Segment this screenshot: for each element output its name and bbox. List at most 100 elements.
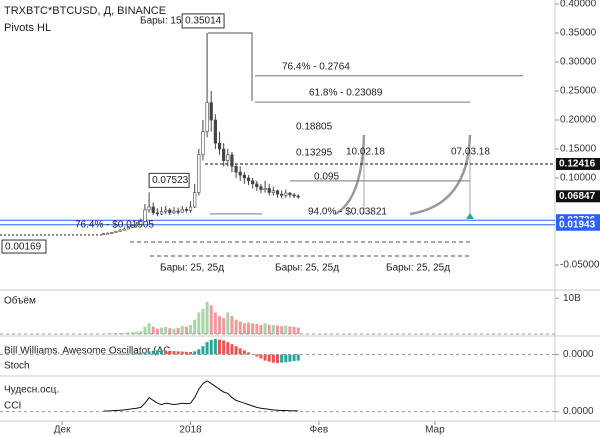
- candle-body: [193, 192, 197, 208]
- oscillator-bar: [213, 339, 217, 355]
- high-label: 0.35014: [185, 16, 222, 27]
- label-box: [148, 172, 190, 188]
- volume-bar: [184, 326, 188, 334]
- oscillator-bar: [106, 354, 110, 355]
- candle-body: [110, 232, 114, 234]
- level-label: 0.13295: [296, 148, 333, 159]
- candle-body: [213, 119, 217, 144]
- price-label-box: [556, 157, 600, 170]
- x-tick-label: Фев: [310, 425, 328, 436]
- volume-bar: [126, 332, 130, 334]
- oscillator-bar: [189, 351, 193, 355]
- panel-title: CCI: [4, 401, 21, 412]
- y-tick-label: 0.15000: [560, 144, 597, 155]
- candle-body: [159, 211, 164, 215]
- volume-bar: [296, 327, 300, 334]
- volume-bar: [263, 323, 267, 334]
- oscillator-bar: [172, 351, 176, 355]
- candle-body: [188, 206, 193, 211]
- candle-body: [234, 166, 238, 173]
- level-label: 76.4% - $0.01905: [75, 220, 154, 231]
- oscillator-bar: [292, 354, 296, 362]
- oscillator-bar: [110, 354, 114, 355]
- volume-bar: [147, 323, 151, 334]
- oscillator-bar: [247, 352, 251, 355]
- volume-bar: [193, 319, 197, 334]
- candle-body: [122, 228, 126, 231]
- candle-body: [263, 188, 267, 190]
- level-label: 94.0% - $0.03821: [308, 206, 387, 217]
- oscillator-bar: [151, 350, 155, 355]
- volume-bar: [135, 331, 139, 334]
- candle-body: [147, 206, 151, 211]
- candle-body: [114, 231, 118, 233]
- candle-body: [209, 102, 213, 121]
- y-tick-label: 0.30000: [560, 57, 597, 68]
- candle-body: [238, 171, 242, 176]
- candle-body: [106, 232, 110, 235]
- oscillator-bar: [280, 354, 284, 363]
- volume-bar: [197, 312, 201, 334]
- y-tick-label: 0.25000: [560, 86, 597, 97]
- candle-body: [259, 186, 263, 190]
- level-label: 76.4% - 0.2764: [282, 61, 350, 72]
- volume-bar: [139, 331, 143, 334]
- candle-body: [101, 233, 106, 235]
- volume-bar: [280, 326, 284, 334]
- candle-body: [288, 192, 292, 196]
- bars-note: Бары: 25, 25д: [386, 263, 450, 274]
- volume-bar: [180, 326, 184, 334]
- volume-bar: [176, 327, 180, 334]
- candle-body: [280, 193, 284, 196]
- volume-bar: [255, 323, 259, 334]
- candle-body: [118, 229, 122, 232]
- oscillator-line: [103, 380, 299, 412]
- oscillator-bar: [230, 344, 234, 355]
- x-tick-label: Мар: [425, 425, 445, 436]
- volume-bar: [234, 319, 238, 334]
- volume-bar: [230, 316, 234, 334]
- oscillator-bar: [242, 350, 246, 355]
- oscillator-bar: [147, 351, 151, 355]
- price-label: 0.01943: [559, 219, 596, 230]
- y-tick-label: 10B: [563, 293, 581, 304]
- oscillator-bar: [160, 350, 164, 355]
- volume-bar: [242, 323, 246, 334]
- oscillator-bar: [201, 346, 205, 355]
- candle-body: [296, 195, 300, 198]
- candle-body: [135, 224, 139, 226]
- volume-bar: [172, 328, 176, 334]
- oscillator-bar: [276, 354, 279, 364]
- candle-body: [130, 225, 135, 228]
- level-label: 0.18805: [296, 122, 333, 133]
- volume-bar: [118, 332, 122, 334]
- candle-body: [197, 154, 201, 193]
- candle-body: [284, 192, 288, 196]
- arc: [409, 134, 472, 216]
- bars-note: Бары: 25, 25д: [160, 263, 224, 274]
- candle-body: [201, 131, 205, 156]
- oscillator-bar: [164, 350, 168, 355]
- volume-bar: [267, 324, 271, 334]
- oscillator-bar: [155, 350, 159, 355]
- candle-body: [151, 206, 155, 214]
- oscillator-bar: [168, 350, 172, 355]
- oscillator-bar: [238, 348, 242, 355]
- oscillator-bar: [139, 353, 143, 355]
- volume-bar: [288, 326, 292, 334]
- candle-body: [251, 180, 255, 185]
- candle-body: [126, 227, 130, 230]
- candle-body: [176, 210, 180, 213]
- volume-bar: [151, 326, 155, 334]
- oscillator-bar: [259, 354, 263, 359]
- oscillator-bar: [197, 349, 201, 355]
- y-tick-label: 0.0000: [563, 406, 594, 417]
- level-label: 0.095: [314, 172, 339, 183]
- volume-bar: [222, 317, 226, 334]
- candle-body: [180, 209, 184, 213]
- candle-body: [271, 190, 275, 193]
- volume-bar: [110, 333, 114, 334]
- bracket: [208, 32, 253, 101]
